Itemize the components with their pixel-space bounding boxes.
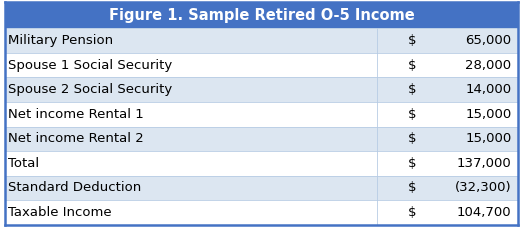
Text: Figure 1. Sample Retired O-5 Income: Figure 1. Sample Retired O-5 Income <box>109 8 414 23</box>
Text: Net income Rental 2: Net income Rental 2 <box>8 132 144 145</box>
Text: 14,000: 14,000 <box>465 83 511 96</box>
Text: 65,000: 65,000 <box>465 34 511 47</box>
Text: 15,000: 15,000 <box>465 108 511 121</box>
Text: $: $ <box>408 108 416 121</box>
Text: 104,700: 104,700 <box>457 206 511 219</box>
Text: $: $ <box>408 132 416 145</box>
Text: 15,000: 15,000 <box>465 132 511 145</box>
Text: Spouse 1 Social Security: Spouse 1 Social Security <box>8 59 172 72</box>
Text: Military Pension: Military Pension <box>8 34 113 47</box>
Text: Total: Total <box>8 157 39 170</box>
Text: $: $ <box>408 34 416 47</box>
Text: Taxable Income: Taxable Income <box>8 206 111 219</box>
Text: $: $ <box>408 59 416 72</box>
Text: Spouse 2 Social Security: Spouse 2 Social Security <box>8 83 172 96</box>
Text: $: $ <box>408 157 416 170</box>
Text: $: $ <box>408 181 416 194</box>
Text: $: $ <box>408 83 416 96</box>
Text: Net income Rental 1: Net income Rental 1 <box>8 108 144 121</box>
Text: (32,300): (32,300) <box>455 181 511 194</box>
Text: Standard Deduction: Standard Deduction <box>8 181 141 194</box>
Text: 28,000: 28,000 <box>465 59 511 72</box>
Text: $: $ <box>408 206 416 219</box>
Text: 137,000: 137,000 <box>457 157 511 170</box>
